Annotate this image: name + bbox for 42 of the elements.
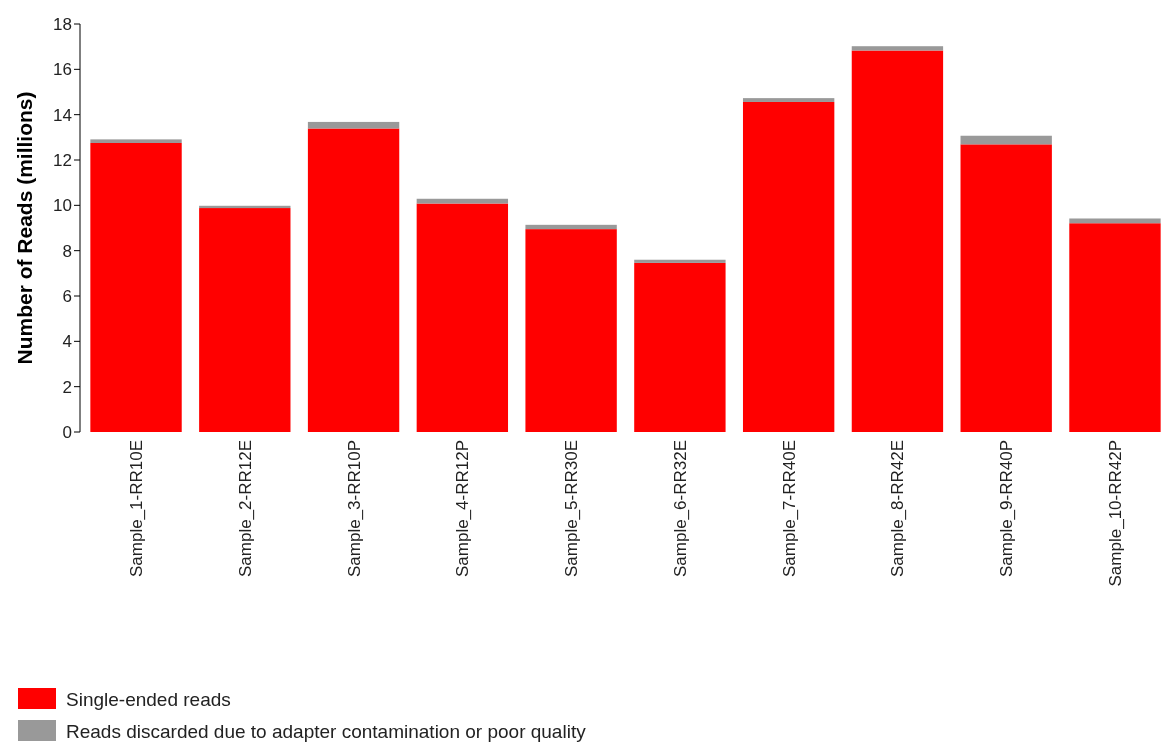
y-tick-label: 6 (62, 286, 72, 306)
y-tick-label: 16 (53, 60, 72, 80)
legend-label: Single-ended reads (66, 688, 231, 710)
y-axis-title: Number of Reads (millions) (13, 91, 36, 365)
x-tick-label: Sample_3-RR10P (344, 440, 364, 578)
x-tick-label: Sample_5-RR30E (562, 440, 582, 578)
bar (1069, 218, 1161, 224)
bar (742, 98, 835, 102)
y-tick-label: 8 (62, 241, 72, 261)
x-tick-label: Sample_9-RR40P (997, 440, 1017, 578)
x-tick-label: Sample_4-RR12P (453, 440, 473, 578)
y-tick-label: 4 (62, 332, 72, 352)
bar (416, 203, 509, 432)
x-tick-label: Sample_2-RR12E (235, 440, 255, 578)
bar (199, 208, 291, 432)
bar (416, 198, 509, 204)
bar (90, 143, 182, 432)
y-tick-label: 0 (62, 422, 72, 442)
x-tick-label: Sample_6-RR32E (670, 440, 690, 578)
bar (960, 144, 1052, 432)
bar (90, 139, 182, 143)
legend-label: Reads discarded due to adapter contamination or poor quality (66, 720, 587, 742)
y-tick-label: 12 (53, 150, 72, 170)
x-tick-label: Sample_10-RR42P (1105, 440, 1125, 587)
y-tick-label: 10 (53, 196, 72, 216)
bar (525, 224, 617, 230)
y-tick-label: 2 (62, 377, 72, 397)
y-tick-label: 18 (53, 14, 72, 34)
bar (307, 128, 400, 432)
bar (634, 259, 726, 263)
bar (634, 262, 726, 432)
y-tick-label: 14 (53, 105, 72, 125)
x-tick-label: Sample_8-RR42E (888, 440, 908, 578)
bar (742, 101, 835, 432)
bar (960, 135, 1052, 145)
bar (525, 229, 617, 432)
x-tick-label: Sample_7-RR40E (779, 440, 799, 578)
bar (1069, 223, 1161, 432)
bar (851, 46, 944, 51)
bar (851, 50, 944, 432)
x-tick-label: Sample_1-RR10E (126, 440, 146, 578)
bar (307, 121, 400, 129)
